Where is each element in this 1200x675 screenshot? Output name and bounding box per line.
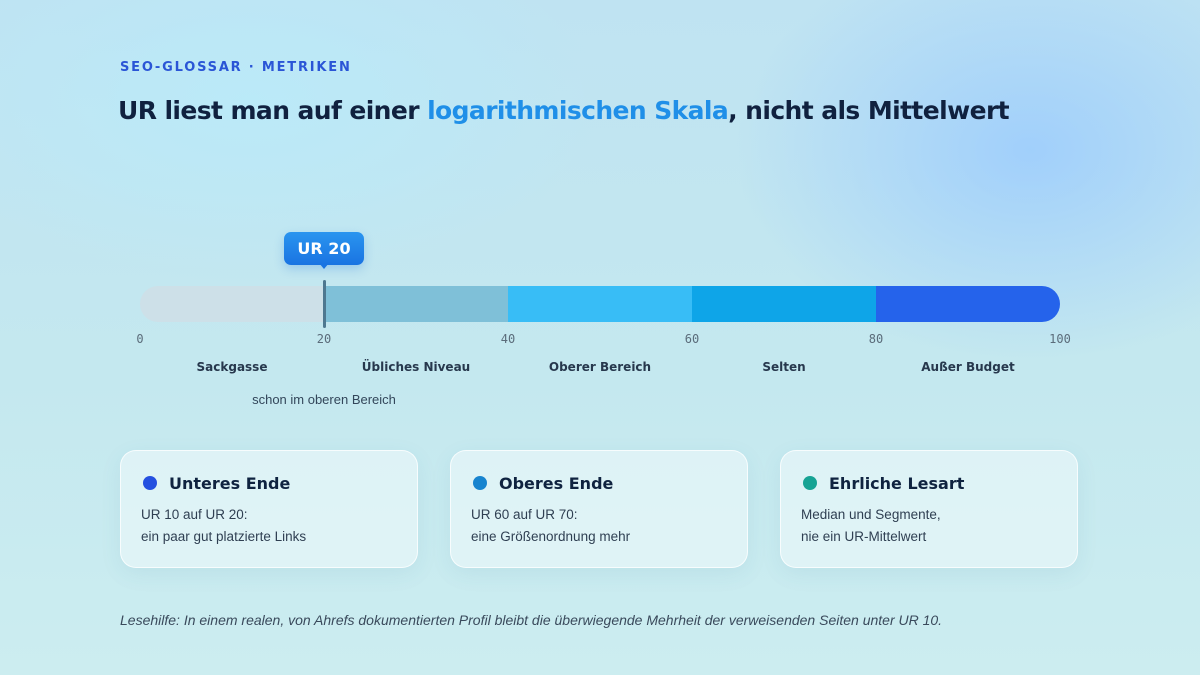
headline-text-end: , nicht als Mittelwert (728, 96, 1010, 125)
scale-segment (324, 286, 508, 322)
card-honest-reading: Ehrliche Lesart Median und Segmente, nie… (780, 450, 1078, 568)
tick-label: 100 (1049, 332, 1071, 346)
tick-label: 80 (868, 332, 884, 346)
marker-badge: UR 20 (284, 232, 364, 265)
tick-label: 40 (500, 332, 516, 346)
marker-pointer-icon (319, 263, 329, 269)
card-dot-icon (473, 476, 487, 490)
card-text-line: Median und Segmente, (801, 507, 941, 522)
zone-label: Außer Budget (921, 360, 1015, 374)
scale-bar (140, 286, 1060, 322)
card-title: Oberes Ende (499, 473, 614, 493)
card-title: Unteres Ende (169, 473, 291, 493)
card-dot-icon (803, 476, 817, 490)
card-text-line: UR 60 auf UR 70: (471, 507, 578, 522)
scale-segment (508, 286, 692, 322)
tick-label: 20 (316, 332, 332, 346)
marker-line (323, 280, 326, 328)
card-lower-end: Unteres Ende UR 10 auf UR 20: ein paar g… (120, 450, 418, 568)
scale-segment (692, 286, 876, 322)
zone-label: Übliches Niveau (361, 360, 471, 374)
card-upper-end: Oberes Ende UR 60 auf UR 70: eine Größen… (450, 450, 748, 568)
headline-accent: logarithmischen Skala (427, 96, 729, 125)
card-text-line: UR 10 auf UR 20: (141, 507, 248, 522)
footnote: Lesehilfe: In einem realen, von Ahrefs d… (120, 612, 943, 628)
scale-segment (876, 286, 1060, 322)
tick-label: 60 (684, 332, 700, 346)
card-text-line: ein paar gut platzierte Links (141, 529, 307, 544)
zone-label: Sackgasse (196, 360, 268, 374)
zone-label: Selten (762, 360, 806, 374)
headline: UR liest man auf einer logarithmischen S… (118, 96, 1118, 125)
card-text-line: nie ein UR-Mittelwert (801, 529, 927, 544)
zone-label: Oberer Bereich (548, 360, 652, 374)
tick-label: 0 (136, 332, 144, 346)
card-dot-icon (143, 476, 157, 490)
eyebrow-label: SEO-GLOSSAR · METRIKEN (120, 60, 352, 75)
card-text-line: eine Größenordnung mehr (471, 529, 631, 544)
headline-text-start: UR liest man auf einer (118, 96, 428, 125)
scale-segment (140, 286, 324, 322)
card-title: Ehrliche Lesart (829, 473, 965, 493)
marker-note: schon im oberen Bereich (252, 392, 396, 407)
